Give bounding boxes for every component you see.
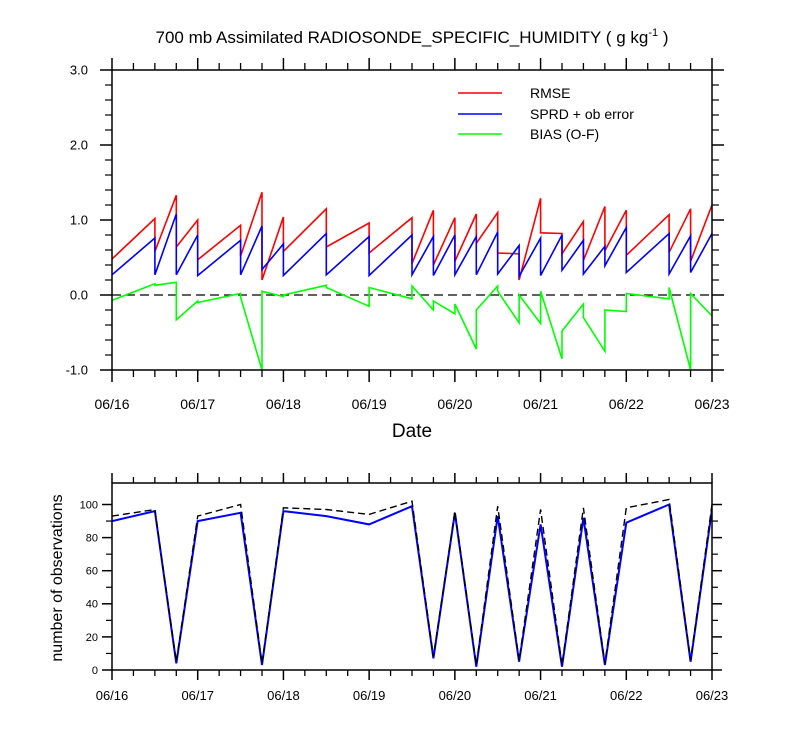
x-tick-label: 06/22 — [609, 396, 644, 412]
x-tick-label: 06/19 — [352, 396, 387, 412]
x-axis-label: Date — [392, 421, 432, 442]
chart-title-sup: -1 — [648, 27, 658, 39]
legend: RMSE SPRD + ob error BIAS (O-F) — [458, 85, 634, 142]
bottom-y-axis-label: number of observations — [49, 494, 66, 661]
chart-title: 700 mb Assimilated RADIOSONDE_SPECIFIC_H… — [156, 27, 669, 47]
x-tick-label: 06/17 — [181, 688, 214, 703]
x-tick-label: 06/23 — [694, 396, 729, 412]
y-tick-label: 2.0 — [70, 138, 88, 153]
chart-title-main: 700 mb Assimilated RADIOSONDE_SPECIFIC_H… — [156, 28, 649, 47]
top-series-group — [112, 192, 712, 370]
legend-label-bias: BIAS (O-F) — [530, 126, 599, 142]
legend-label-rmse: RMSE — [530, 85, 570, 101]
y-tick-label: 40 — [86, 599, 98, 611]
y-tick-label: 60 — [86, 566, 98, 578]
series-line-bias-o-f — [112, 281, 712, 370]
top-axis-ticks — [100, 58, 724, 382]
y-tick-label: 0 — [92, 665, 98, 677]
bottom-axis-ticks — [102, 473, 722, 680]
legend-label-sprd: SPRD + ob error — [530, 106, 634, 122]
x-tick-label: 06/19 — [353, 688, 386, 703]
x-tick-label: 06/18 — [267, 688, 300, 703]
x-tick-label: 06/16 — [94, 396, 129, 412]
series-line-observations-used — [112, 503, 712, 667]
series-line-observations-possible — [112, 498, 712, 666]
y-tick-label: 0.0 — [70, 288, 88, 303]
x-tick-label: 06/23 — [696, 688, 729, 703]
x-tick-label: 06/17 — [180, 396, 215, 412]
bottom-axis-labels: 06/16 06/17 06/18 06/19 06/20 06/21 06/22 06/23… — [80, 499, 729, 703]
y-tick-label: 20 — [86, 632, 98, 644]
y-tick-label: 100 — [80, 499, 98, 511]
bottom-series-group — [112, 498, 712, 667]
x-tick-label: 06/18 — [266, 396, 301, 412]
y-tick-label: -1.0 — [66, 363, 88, 378]
x-tick-label: 06/20 — [437, 396, 472, 412]
y-tick-label: 80 — [86, 532, 98, 544]
x-tick-label: 06/21 — [524, 688, 557, 703]
y-tick-label: 3.0 — [70, 63, 88, 78]
x-tick-label: 06/20 — [439, 688, 472, 703]
series-line-sprd-ob-error — [112, 213, 712, 280]
x-tick-label: 06/21 — [523, 396, 558, 412]
top-plot-frame — [111, 69, 713, 371]
x-tick-label: 06/22 — [610, 688, 643, 703]
x-tick-label: 06/16 — [96, 688, 129, 703]
y-tick-label: 1.0 — [70, 213, 88, 228]
bottom-plot-frame — [111, 482, 713, 671]
top-axis-labels: 06/16 06/17 06/18 06/19 06/20 06/21 06/22 06/23… — [66, 63, 730, 412]
chart-title-end: ) — [658, 28, 668, 47]
